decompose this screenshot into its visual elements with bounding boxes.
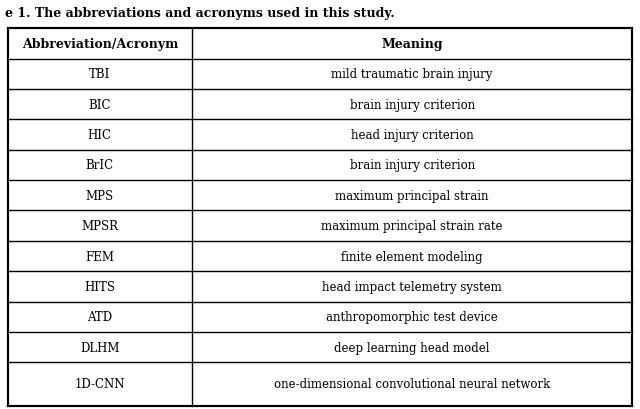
Text: brain injury criterion: brain injury criterion [349,99,475,112]
Text: DLHM: DLHM [80,341,120,354]
Text: Meaning: Meaning [381,38,443,51]
Text: head impact telemetry system: head impact telemetry system [323,280,502,293]
Text: maximum principal strain rate: maximum principal strain rate [321,220,503,233]
Text: BrIC: BrIC [86,159,114,172]
Text: 1D-CNN: 1D-CNN [75,378,125,391]
Text: finite element modeling: finite element modeling [341,250,483,263]
Text: anthropomorphic test device: anthropomorphic test device [326,310,498,324]
Text: Abbreviation/Acronym: Abbreviation/Acronym [22,38,178,51]
Text: BIC: BIC [88,99,111,112]
Text: deep learning head model: deep learning head model [334,341,490,354]
Text: e 1. The abbreviations and acronyms used in this study.: e 1. The abbreviations and acronyms used… [5,7,395,20]
Text: MPS: MPS [86,189,114,202]
Text: HIC: HIC [88,129,112,142]
Text: TBI: TBI [89,68,111,81]
Text: MPSR: MPSR [81,220,118,233]
Text: brain injury criterion: brain injury criterion [349,159,475,172]
Text: FEM: FEM [85,250,115,263]
Text: HITS: HITS [84,280,115,293]
Text: mild traumatic brain injury: mild traumatic brain injury [332,68,493,81]
Text: one-dimensional convolutional neural network: one-dimensional convolutional neural net… [274,378,550,391]
Text: maximum principal strain: maximum principal strain [335,189,489,202]
Text: head injury criterion: head injury criterion [351,129,474,142]
Text: ATD: ATD [87,310,113,324]
